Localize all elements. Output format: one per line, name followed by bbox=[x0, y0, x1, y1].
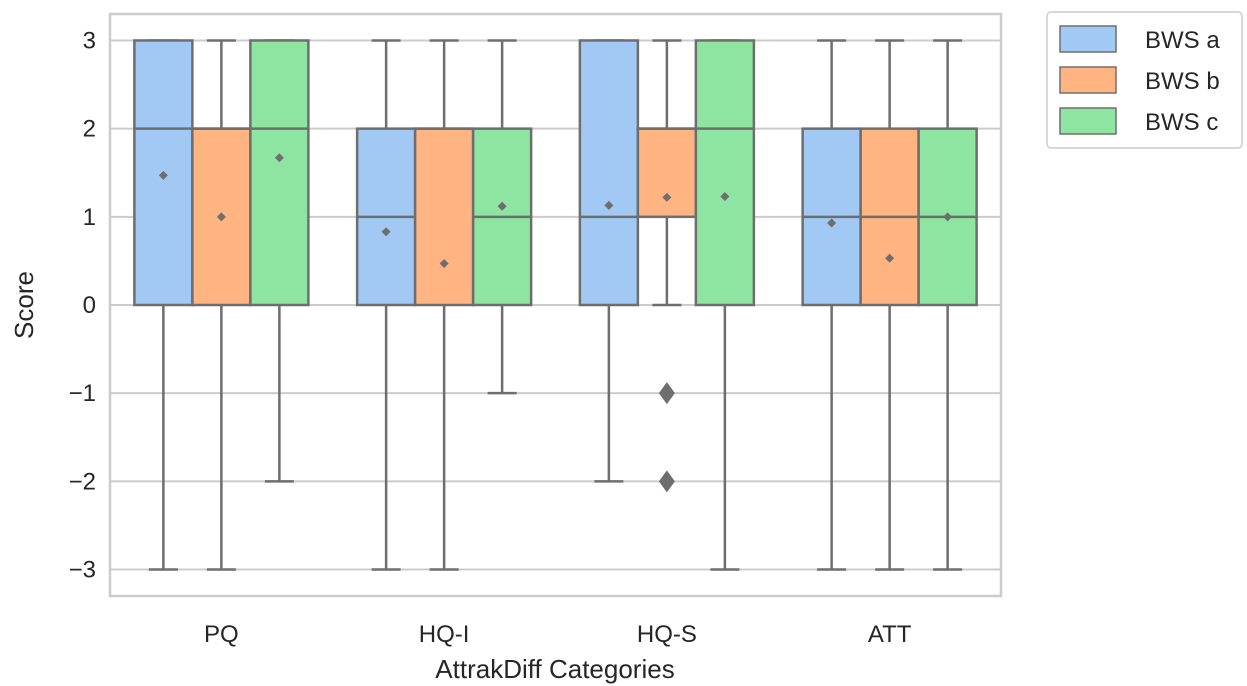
mean-marker bbox=[381, 227, 391, 237]
box-body bbox=[413, 127, 475, 307]
box-bws-a-hq-s bbox=[578, 39, 640, 483]
box-groups bbox=[133, 39, 978, 571]
mean-marker bbox=[943, 212, 953, 222]
mean-marker bbox=[274, 153, 284, 163]
mean-marker bbox=[497, 201, 507, 211]
box-bws-b-hq-s bbox=[636, 39, 698, 493]
mean-marker bbox=[720, 192, 730, 202]
box-body bbox=[636, 127, 698, 219]
outlier-point bbox=[658, 470, 675, 493]
legend-swatch bbox=[1059, 25, 1117, 53]
x-axis-tick-labels: PQ HQ-I HQ-S ATT bbox=[204, 621, 912, 648]
legend-swatch bbox=[1059, 107, 1117, 135]
y-axis-title: Score bbox=[9, 271, 39, 339]
legend-label: BWS a bbox=[1145, 27, 1220, 54]
box-bws-b-pq bbox=[191, 39, 252, 571]
legend: BWS a BWS b BWS c bbox=[1046, 11, 1243, 149]
y-tick-label: −3 bbox=[69, 557, 96, 584]
box-bws-a-att bbox=[801, 39, 862, 571]
mean-marker bbox=[216, 212, 226, 222]
y-axis-tick-labels: 3 2 1 0 −1 −2 −3 bbox=[69, 27, 96, 583]
box-bws-a-pq bbox=[133, 39, 194, 571]
box-body bbox=[249, 39, 310, 307]
x-tick-label: HQ-I bbox=[419, 621, 470, 648]
mean-marker bbox=[662, 192, 672, 202]
plot-frame bbox=[108, 12, 1003, 598]
box-bws-c-pq bbox=[249, 39, 310, 483]
box-bws-b-hq-i bbox=[413, 39, 475, 571]
box-bws-c-hq-i bbox=[471, 39, 533, 395]
x-tick-label: HQ-S bbox=[637, 621, 697, 648]
y-tick-label: 0 bbox=[83, 292, 96, 319]
legend-swatch bbox=[1059, 66, 1117, 94]
mean-marker bbox=[827, 218, 837, 228]
y-tick-label: −2 bbox=[69, 468, 96, 495]
mean-marker bbox=[158, 170, 168, 180]
box-body bbox=[578, 39, 640, 307]
box-body bbox=[694, 39, 756, 307]
box-bws-a-hq-i bbox=[355, 39, 417, 571]
box-bws-c-hq-s bbox=[694, 39, 756, 571]
box-bws-c-att bbox=[917, 39, 978, 571]
y-tick-label: 3 bbox=[83, 27, 96, 54]
mean-marker bbox=[439, 259, 449, 269]
x-tick-label: PQ bbox=[204, 621, 239, 648]
outlier-point bbox=[658, 382, 675, 405]
mean-marker bbox=[885, 253, 895, 263]
y-tick-label: −1 bbox=[69, 380, 96, 407]
mean-marker bbox=[604, 200, 614, 210]
box-bws-b-att bbox=[859, 39, 920, 571]
legend-label: BWS b bbox=[1145, 68, 1220, 95]
x-axis-title: AttrakDiff Categories bbox=[435, 654, 674, 684]
legend-label: BWS c bbox=[1145, 109, 1218, 136]
y-tick-label: 1 bbox=[83, 204, 96, 231]
y-tick-label: 2 bbox=[83, 116, 96, 143]
x-tick-label: ATT bbox=[868, 621, 912, 648]
